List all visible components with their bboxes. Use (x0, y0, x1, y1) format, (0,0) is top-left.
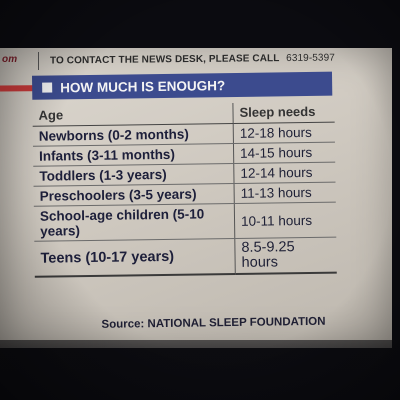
sleep-cell: 12-18 hours (233, 122, 335, 144)
bottom-shadow (0, 340, 400, 400)
age-cell: Toddlers (1-3 years) (33, 163, 235, 187)
sleep-cell: 8.5-9.25 hours (234, 237, 337, 274)
sleep-table: Age Sleep needs Newborns (0-2 months) 12… (32, 101, 337, 278)
sleep-panel: HOW MUCH IS ENOUGH? Age Sleep needs Newb… (18, 71, 340, 344)
panel-title: HOW MUCH IS ENOUGH? (60, 77, 226, 95)
contact-strip: om TO CONTACT THE NEWS DESK, PLEASE CALL… (0, 52, 392, 74)
contact-phone: 6319-5397 (286, 52, 335, 65)
column-header-age: Age (32, 103, 234, 127)
square-bullet-icon (42, 82, 53, 93)
contact-label: TO CONTACT THE NEWS DESK, PLEASE CALL (50, 53, 280, 67)
age-cell: Newborns (0-2 months) (32, 123, 234, 147)
masthead-fragment: om (2, 54, 18, 65)
sleep-cell: 11-13 hours (234, 182, 336, 204)
strip-divider (38, 52, 39, 70)
sleep-cell: 14-15 hours (233, 142, 336, 164)
age-cell: Teens (10-17 years) (34, 238, 236, 277)
column-header-sleep: Sleep needs (232, 101, 335, 124)
table-row: Teens (10-17 years) 8.5-9.25 hours (34, 237, 337, 277)
age-cell: Preschoolers (3-5 years) (33, 183, 235, 207)
panel-header: HOW MUCH IS ENOUGH? (31, 71, 333, 100)
age-cell: Infants (3-11 months) (32, 143, 234, 167)
age-cell: School-age children (5-10 years) (33, 203, 235, 242)
source-credit: Source: NATIONAL SLEEP FOUNDATION (101, 315, 326, 331)
sleep-cell: 12-14 hours (233, 162, 336, 184)
sleep-cell: 10-11 hours (234, 202, 337, 239)
table-row: School-age children (5-10 years) 10-11 h… (33, 202, 337, 242)
contact-text: TO CONTACT THE NEWS DESK, PLEASE CALL 63… (50, 53, 335, 67)
